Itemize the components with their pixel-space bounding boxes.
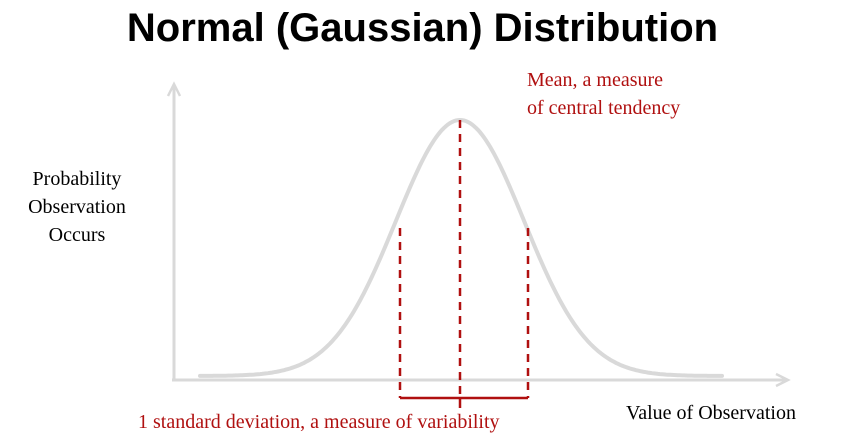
mean-annotation-line: Mean, a measure xyxy=(527,66,680,94)
y-axis-label-line: Occurs xyxy=(18,221,136,249)
mean-annotation: Mean, a measure of central tendency xyxy=(527,66,680,122)
y-axis-label-line: Probability xyxy=(18,165,136,193)
x-axis-label: Value of Observation xyxy=(626,399,796,427)
std-dev-annotation: 1 standard deviation, a measure of varia… xyxy=(138,408,500,436)
y-axis-label-line: Observation xyxy=(18,193,136,221)
y-axis-label: Probability Observation Occurs xyxy=(18,165,136,249)
std-dev-bracket xyxy=(400,398,528,408)
mean-annotation-line: of central tendency xyxy=(527,94,680,122)
